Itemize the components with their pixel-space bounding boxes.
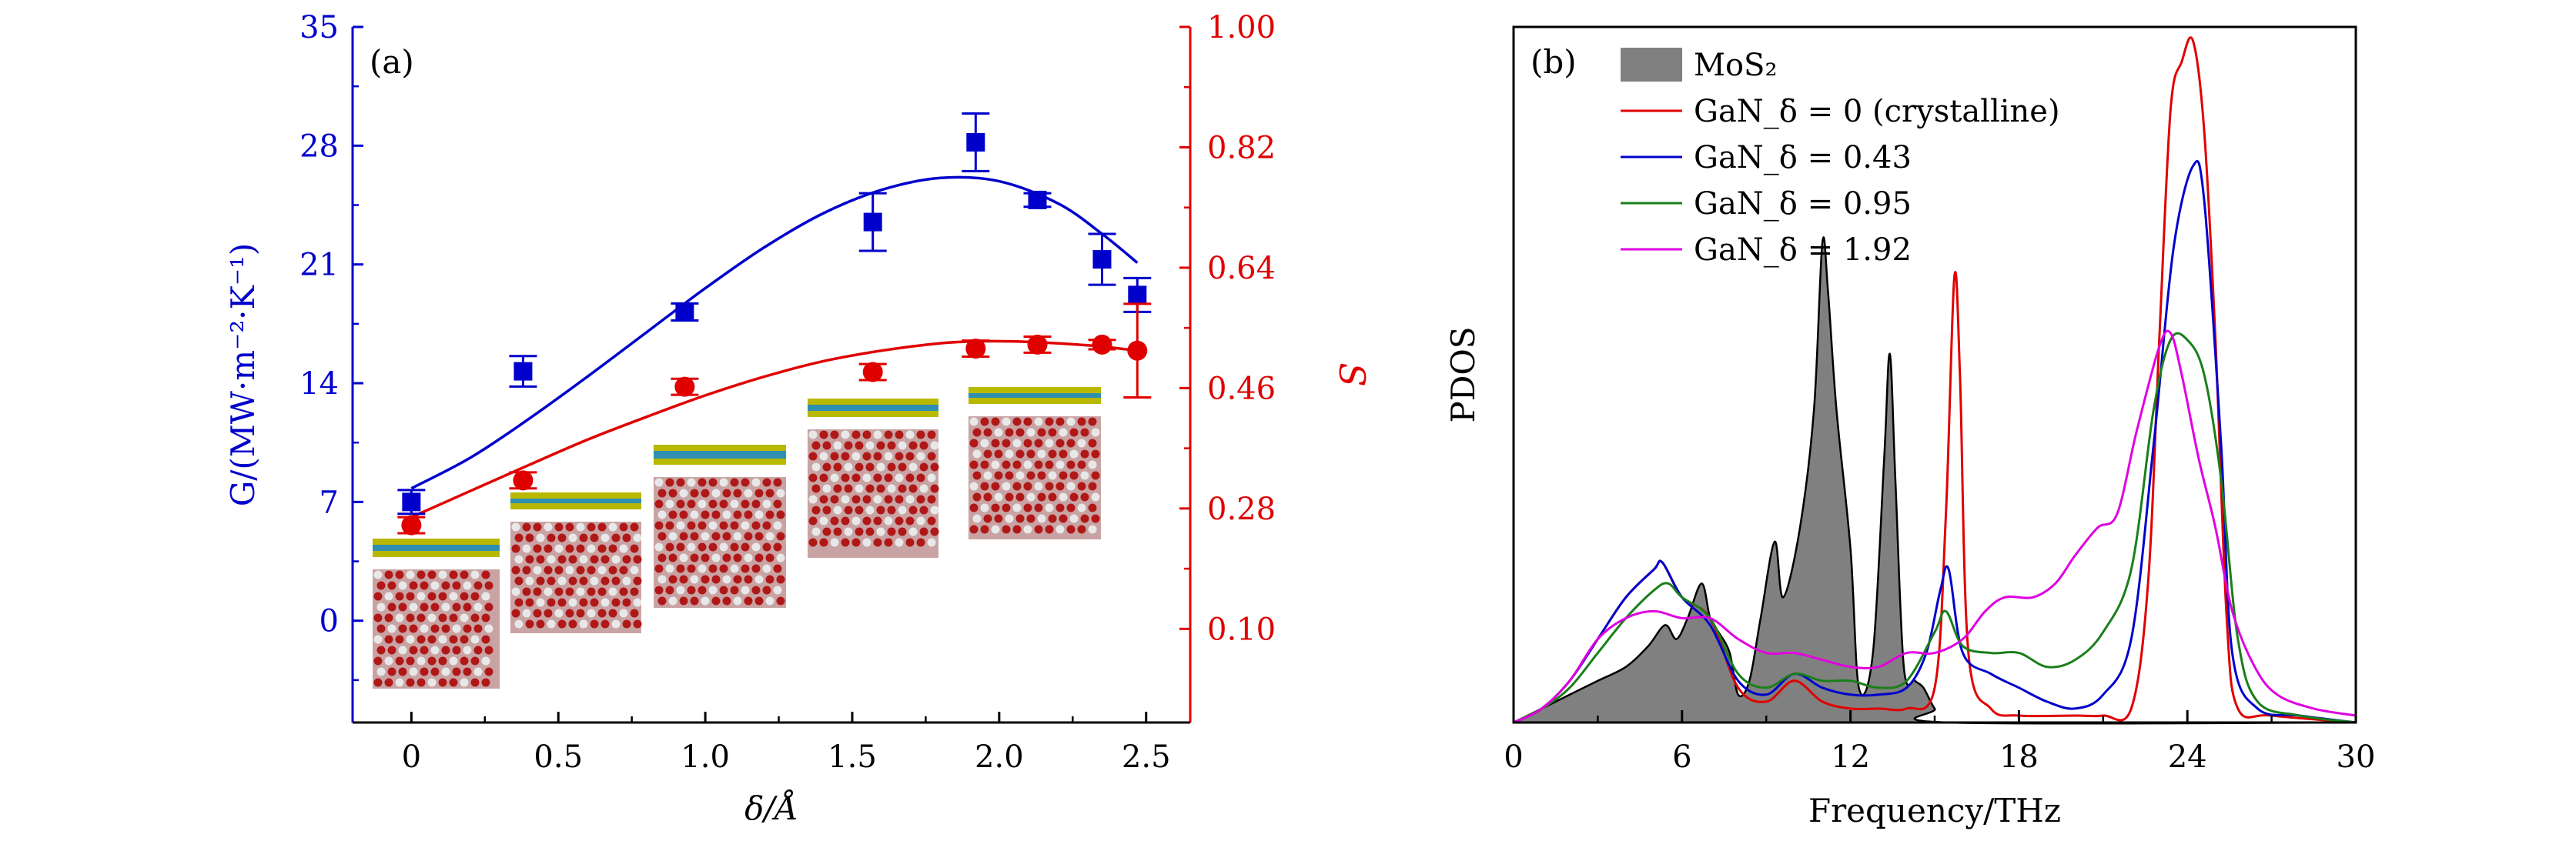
circle-marker [862, 362, 883, 382]
circle-marker [674, 376, 695, 397]
data-point-blue [509, 355, 537, 388]
legend-label: GaN_δ = 0.43 [1694, 140, 1912, 175]
structure-inset [654, 445, 786, 608]
data-point-red [397, 515, 426, 536]
circle-marker [965, 339, 986, 359]
structure-inset [808, 399, 939, 558]
data-points [397, 112, 1152, 536]
x-axis-label-b: Frequency/THz [1808, 792, 2061, 829]
x-tick-label: 1.5 [828, 739, 877, 775]
left-y-axis-label: G/(MW·m⁻²·K⁻¹) [224, 243, 262, 507]
left-y-tick-label: 21 [299, 248, 339, 283]
legend-item: GaN_δ = 0.43 [1621, 140, 1912, 175]
left-y-tick-label: 35 [299, 10, 339, 45]
square-marker [514, 362, 533, 381]
left-y-tick-label: 0 [319, 604, 339, 639]
square-marker [863, 212, 882, 232]
mos2-filled-area [1513, 236, 2357, 725]
right-y-tick-label: 1.00 [1207, 10, 1276, 45]
x-tick-label: 1.0 [681, 739, 730, 775]
square-marker [1128, 285, 1147, 305]
x-tick-label: 0.5 [534, 739, 583, 775]
square-marker [1092, 250, 1112, 269]
left-y-tick-marks: 0 7 14 21 28 35 [299, 10, 363, 682]
legend-label: MoS₂ [1694, 48, 1777, 83]
panel-label-b: (b) [1531, 43, 1577, 81]
data-point-red [858, 362, 887, 382]
x-tick-label: 2.0 [975, 739, 1024, 775]
data-point-blue [962, 112, 990, 172]
data-point-blue [397, 489, 426, 516]
panel-b: 0 6 12 18 24 30 MoS₂ GaN_δ = 0 (crystalline) Ga… [1444, 25, 2375, 829]
pdos-area [1513, 236, 2357, 725]
x-tick-label: 0 [1504, 739, 1523, 775]
left-y-tick-label: 14 [299, 366, 339, 402]
square-marker [402, 492, 421, 512]
left-y-tick-label: 7 [319, 485, 339, 520]
x-tick-label: 24 [2168, 739, 2207, 775]
data-point-red [1088, 334, 1116, 355]
pdos-line-magenta [1513, 329, 2357, 724]
x-tick-label: 6 [1672, 739, 1691, 775]
x-tick-label: 18 [1999, 739, 2039, 775]
circle-marker [1092, 334, 1112, 355]
legend-item: GaN_δ = 0.95 [1621, 186, 1912, 222]
data-point-red [509, 470, 537, 491]
legend-item: GaN_δ = 1.92 [1621, 232, 1912, 268]
structure-inset [373, 539, 500, 689]
panel-a: 0 0.5 1.0 1.5 2.0 2.5 0 7 14 21 28 35 0.10 0.28 0.46… [224, 10, 1373, 827]
x-tick-label: 12 [1831, 739, 1870, 775]
right-y-tick-label: 0.46 [1207, 371, 1276, 406]
panel-label-a: (a) [370, 43, 414, 81]
y-axis-label-b: PDOS [1444, 326, 1482, 422]
legend: MoS₂ GaN_δ = 0 (crystalline) GaN_δ = 0.43 G… [1621, 48, 2060, 268]
right-y-tick-label: 0.10 [1207, 612, 1276, 647]
data-point-red [671, 376, 699, 397]
right-y-tick-label: 0.64 [1207, 251, 1276, 286]
left-y-tick-label: 28 [299, 128, 339, 164]
legend-label: GaN_δ = 0 (crystalline) [1694, 94, 2060, 129]
circle-marker [401, 515, 422, 536]
structure-insets [373, 387, 1101, 689]
data-point-blue [1088, 232, 1116, 286]
data-point-red [962, 339, 990, 359]
x-tick-marks-b: 0 6 12 18 24 30 [1504, 710, 2375, 775]
x-tick-label: 2.5 [1122, 739, 1171, 775]
square-marker [1028, 190, 1047, 209]
x-tick-label: 0 [402, 739, 421, 775]
square-marker [675, 302, 694, 322]
circle-marker [1127, 340, 1148, 361]
pdos-line-green [1513, 332, 2357, 724]
right-y-axis-label: S [1331, 362, 1373, 387]
structure-inset [969, 387, 1101, 539]
legend-label: GaN_δ = 1.92 [1694, 232, 1912, 268]
right-y-tick-label: 0.28 [1207, 492, 1276, 527]
legend-item: GaN_δ = 0 (crystalline) [1621, 94, 2060, 129]
data-point-blue [1023, 190, 1052, 209]
x-axis-label-a: δ/Å [744, 789, 798, 827]
right-y-tick-marks: 0.10 0.28 0.46 0.64 0.82 1.00 [1179, 10, 1276, 647]
x-tick-label: 30 [2337, 739, 2376, 775]
structure-inset [510, 492, 642, 633]
circle-marker [513, 470, 534, 491]
right-y-tick-label: 0.82 [1207, 130, 1276, 165]
data-point-red [1023, 334, 1052, 355]
fit-curve-red [410, 339, 1138, 519]
legend-swatch [1621, 48, 1682, 82]
data-point-blue [858, 192, 887, 252]
legend-item: MoS₂ [1621, 48, 1777, 83]
x-tick-marks: 0 0.5 1.0 1.5 2.0 2.5 [402, 712, 1171, 775]
square-marker [966, 132, 985, 152]
circle-marker [1027, 334, 1048, 355]
data-point-red [1123, 302, 1152, 399]
data-point-blue [671, 302, 699, 322]
pdos-lines [1513, 36, 2357, 724]
legend-label: GaN_δ = 0.95 [1694, 186, 1912, 222]
